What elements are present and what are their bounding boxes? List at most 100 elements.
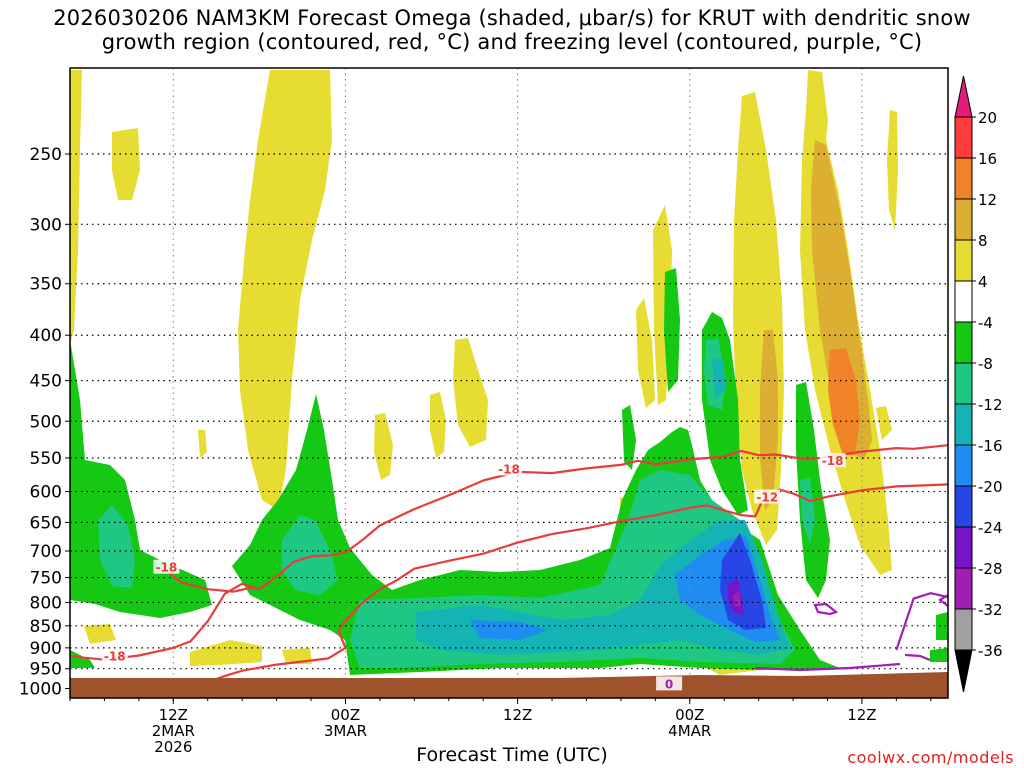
colorbar-bin <box>954 116 973 159</box>
colorbar-bin <box>954 362 973 405</box>
colorbar-bin <box>954 321 973 364</box>
y-tick-label: 750 <box>30 569 62 589</box>
freezing-level-contour <box>895 592 948 651</box>
x-tick-label: 00Z <box>331 706 360 724</box>
plot-frame <box>69 67 949 699</box>
colorbar-bin <box>954 280 973 323</box>
y-tick-label: 1000 <box>19 679 62 699</box>
contour-label-bg <box>101 648 128 663</box>
contour-label: -18 <box>822 454 844 468</box>
contour-label: 0 <box>665 677 673 691</box>
y-tick-label: 300 <box>30 215 62 235</box>
colorbar-label: -20 <box>978 478 1003 496</box>
dgz-contour-minus18 <box>70 444 948 661</box>
colorbar-label: -24 <box>978 519 1003 537</box>
y-tick-label: 250 <box>30 145 62 165</box>
omega-negative-region <box>282 515 338 595</box>
terrain-ground <box>70 672 948 698</box>
colorbar-label: -16 <box>978 437 1003 455</box>
omega-positive-region <box>70 70 82 345</box>
omega-positive-region <box>84 624 116 644</box>
omega-negative-region <box>733 592 741 607</box>
x-tick-date-label: 3MAR <box>324 722 367 740</box>
x-tick-label: 12Z <box>503 706 532 724</box>
y-tick-label: 550 <box>30 449 62 469</box>
colorbar-min-arrow <box>954 649 973 693</box>
contour-label: -18 <box>104 650 126 664</box>
omega-positive-region <box>112 128 140 200</box>
y-tick-label: 450 <box>30 372 62 392</box>
colorbar-label: -36 <box>978 642 1003 660</box>
omega-positive-region <box>190 640 262 666</box>
contour-label-bg <box>754 489 781 504</box>
omega-negative-region <box>416 520 790 655</box>
x-tick-year-label: 2026 <box>154 738 192 756</box>
y-tick-label: 600 <box>30 483 62 503</box>
omega-shading <box>70 70 948 675</box>
freezing-level-contour <box>754 662 901 672</box>
y-tick-label: 350 <box>30 275 62 295</box>
contour-label-bg <box>153 559 180 574</box>
y-tick-label: 900 <box>30 639 62 659</box>
omega-positive-region <box>453 338 488 447</box>
omega-negative-region <box>796 382 830 598</box>
omega-negative-region <box>930 648 948 662</box>
chart-title-line1: 2026030206 NAM3KM Forecast Omega (shaded… <box>53 6 971 30</box>
colorbar-bin <box>954 608 973 651</box>
freezing-level-contour <box>904 653 931 662</box>
omega-negative-region <box>664 268 680 392</box>
omega-positive-region <box>374 413 393 480</box>
y-tick-label: 400 <box>30 326 62 346</box>
omega-positive-region <box>198 430 207 458</box>
y-tick-label: 850 <box>30 617 62 637</box>
colorbar-max-arrow <box>954 75 973 118</box>
contour-label: -12 <box>756 491 778 505</box>
colorbar-label: 20 <box>978 109 997 127</box>
colorbar-label: 16 <box>978 150 997 168</box>
x-tick-label: 12Z <box>847 706 876 724</box>
y-tick-label: 650 <box>30 513 62 533</box>
omega-negative-region <box>712 358 726 398</box>
dgz-contour-minus12 <box>190 483 948 690</box>
omega-positive-region <box>760 330 778 510</box>
colorbar-bin <box>954 157 973 200</box>
contour-label-bg <box>819 453 846 468</box>
omega-positive-region <box>270 150 305 233</box>
y-tick-label: 950 <box>30 660 62 680</box>
colorbar-label: 12 <box>978 191 997 209</box>
freezing-level-contour <box>813 602 839 616</box>
x-tick-date-label: 4MAR <box>668 722 711 740</box>
omega-positive-region <box>887 110 898 230</box>
colorbar-label: -12 <box>978 396 1003 414</box>
colorbar-label: 4 <box>978 273 988 291</box>
x-tick-label: 00Z <box>675 706 704 724</box>
omega-positive-region <box>828 348 860 455</box>
contour-label-bg <box>496 461 522 476</box>
colorbar-bin <box>954 485 973 528</box>
colorbar-bin <box>954 526 973 569</box>
omega-positive-region <box>430 392 446 458</box>
x-tick-date-label: 2MAR <box>152 722 195 740</box>
contour-label: -18 <box>498 462 520 476</box>
colorbar-bin <box>954 403 973 446</box>
omega-positive-region <box>238 70 332 510</box>
colorbar-bin <box>954 239 973 282</box>
colorbar-label: -32 <box>978 601 1003 619</box>
x-axis-title: Forecast Time (UTC) <box>416 744 608 766</box>
contour-label: -18 <box>156 561 178 575</box>
y-tick-label: 700 <box>30 542 62 562</box>
dgz-contour-lobe <box>164 568 260 593</box>
colorbar-label: -28 <box>978 560 1003 578</box>
y-tick-label: 800 <box>30 593 62 613</box>
omega-negative-region <box>800 478 815 545</box>
chart-title-line2: growth region (contoured, red, °C) and f… <box>101 30 923 54</box>
colorbar-label: -4 <box>978 314 993 332</box>
colorbar-bin <box>954 198 973 241</box>
omega-negative-region <box>470 620 548 640</box>
omega-negative-region <box>936 612 948 640</box>
colorbar-label: -8 <box>978 355 993 373</box>
omega-positive-region <box>282 648 312 664</box>
